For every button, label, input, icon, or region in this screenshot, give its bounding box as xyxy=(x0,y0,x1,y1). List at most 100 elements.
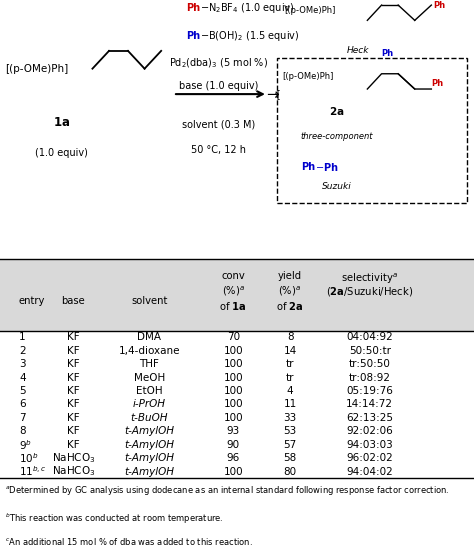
Text: $\mathbf{2a}$: $\mathbf{2a}$ xyxy=(329,105,344,117)
Text: $-$N$_2$BF$_4$ (1.0 equiv): $-$N$_2$BF$_4$ (1.0 equiv) xyxy=(200,1,294,15)
Text: 04:04:92: 04:04:92 xyxy=(346,332,393,342)
Text: $\mathbf{1a}$: $\mathbf{1a}$ xyxy=(53,116,70,129)
Text: Ph: Ph xyxy=(301,162,315,172)
Text: Ph: Ph xyxy=(434,1,446,10)
Text: 2: 2 xyxy=(19,345,26,356)
Text: MeOH: MeOH xyxy=(134,372,165,382)
Text: 8: 8 xyxy=(287,332,293,342)
Text: Ph: Ph xyxy=(381,49,393,58)
Text: 33: 33 xyxy=(283,413,297,423)
Text: $^{c}$An additional 15 mol % of dba was added to this reaction.: $^{c}$An additional 15 mol % of dba was … xyxy=(5,536,253,547)
Text: KF: KF xyxy=(67,399,80,409)
Text: solvent (0.3 M): solvent (0.3 M) xyxy=(182,120,255,130)
Text: $\rightarrow$: $\rightarrow$ xyxy=(264,87,281,102)
Text: Pd$_2$(dba)$_3$ (5 mol %): Pd$_2$(dba)$_3$ (5 mol %) xyxy=(169,57,269,70)
Text: 90: 90 xyxy=(227,440,240,449)
Text: 62:13:25: 62:13:25 xyxy=(346,413,393,423)
Text: (%)$^{a}$: (%)$^{a}$ xyxy=(278,285,302,298)
Text: base: base xyxy=(62,296,85,306)
Text: 93: 93 xyxy=(227,427,240,436)
Text: 6: 6 xyxy=(19,399,26,409)
Text: Ph: Ph xyxy=(431,79,444,88)
Text: 80: 80 xyxy=(283,467,297,477)
Text: $-$B(OH)$_2$ (1.5 equiv): $-$B(OH)$_2$ (1.5 equiv) xyxy=(200,29,300,42)
Text: 100: 100 xyxy=(223,372,243,382)
Text: 57: 57 xyxy=(283,440,297,449)
Text: three-component: three-component xyxy=(301,131,373,140)
Text: solvent: solvent xyxy=(131,296,167,306)
Text: DMA: DMA xyxy=(137,332,161,342)
Text: Ph: Ph xyxy=(186,3,200,13)
Text: NaHCO$_3$: NaHCO$_3$ xyxy=(52,451,95,465)
Text: t-AmylOH: t-AmylOH xyxy=(124,427,174,436)
Text: [(p-OMe)Ph]: [(p-OMe)Ph] xyxy=(282,72,333,81)
Text: 1,4-dioxane: 1,4-dioxane xyxy=(118,345,180,356)
Text: 96:02:02: 96:02:02 xyxy=(346,453,393,463)
Text: 5: 5 xyxy=(19,386,26,396)
Text: t-AmylOH: t-AmylOH xyxy=(124,467,174,477)
Text: 100: 100 xyxy=(223,359,243,369)
Text: 96: 96 xyxy=(227,453,240,463)
Text: 100: 100 xyxy=(223,345,243,356)
Text: (%)$^{a}$: (%)$^{a}$ xyxy=(221,285,245,298)
Text: 58: 58 xyxy=(283,453,297,463)
Text: ($\mathbf{2a}$/Suzuki/Heck): ($\mathbf{2a}$/Suzuki/Heck) xyxy=(326,285,413,298)
Text: 50 °C, 12 h: 50 °C, 12 h xyxy=(191,145,246,155)
Text: $^{a}$Determined by GC analysis using dodecane as an internal standard following: $^{a}$Determined by GC analysis using do… xyxy=(5,484,449,498)
Text: $-$Ph: $-$Ph xyxy=(315,160,339,173)
Text: 94:03:03: 94:03:03 xyxy=(346,440,393,449)
Text: KF: KF xyxy=(67,372,80,382)
Text: KF: KF xyxy=(67,345,80,356)
Text: entry: entry xyxy=(19,296,46,306)
Text: 14:14:72: 14:14:72 xyxy=(346,399,393,409)
Text: 4: 4 xyxy=(287,386,293,396)
Text: (1.0 equiv): (1.0 equiv) xyxy=(35,148,88,158)
Text: 3: 3 xyxy=(19,359,26,369)
Text: tr:50:50: tr:50:50 xyxy=(349,359,391,369)
Text: 100: 100 xyxy=(223,386,243,396)
Text: NaHCO$_3$: NaHCO$_3$ xyxy=(52,465,95,479)
Text: t-AmylOH: t-AmylOH xyxy=(124,440,174,449)
Text: 10$^{b}$: 10$^{b}$ xyxy=(19,451,38,465)
Text: 4: 4 xyxy=(19,372,26,382)
Text: yield: yield xyxy=(278,271,302,281)
Text: of $\mathbf{1a}$: of $\mathbf{1a}$ xyxy=(219,300,247,312)
Text: 7: 7 xyxy=(19,413,26,423)
Text: KF: KF xyxy=(67,386,80,396)
Text: Suzuki: Suzuki xyxy=(322,182,351,191)
Text: KF: KF xyxy=(67,440,80,449)
Text: 14: 14 xyxy=(283,345,297,356)
Text: KF: KF xyxy=(67,332,80,342)
Text: 53: 53 xyxy=(283,427,297,436)
Text: KF: KF xyxy=(67,427,80,436)
Text: EtOH: EtOH xyxy=(136,386,163,396)
Text: i-PrOH: i-PrOH xyxy=(133,399,166,409)
Text: 05:19:76: 05:19:76 xyxy=(346,386,393,396)
Text: [(p-OMe)Ph]: [(p-OMe)Ph] xyxy=(284,6,336,15)
Text: Ph: Ph xyxy=(186,31,200,41)
Text: 9$^{b}$: 9$^{b}$ xyxy=(19,438,32,452)
Text: $^{b}$This reaction was conducted at room temperature.: $^{b}$This reaction was conducted at roo… xyxy=(5,512,223,526)
Text: 50:50:tr: 50:50:tr xyxy=(349,345,391,356)
Text: selectivity$^{a}$: selectivity$^{a}$ xyxy=(341,271,398,286)
Text: 11: 11 xyxy=(283,399,297,409)
Text: conv: conv xyxy=(221,271,245,281)
Text: t-AmylOH: t-AmylOH xyxy=(124,453,174,463)
Text: 100: 100 xyxy=(223,467,243,477)
Text: 1: 1 xyxy=(19,332,26,342)
Text: 70: 70 xyxy=(227,332,240,342)
Text: 100: 100 xyxy=(223,399,243,409)
Text: 100: 100 xyxy=(223,413,243,423)
Text: tr: tr xyxy=(286,372,294,382)
Bar xyxy=(0,259,474,330)
Text: [(p-OMe)Ph]: [(p-OMe)Ph] xyxy=(5,64,68,74)
Text: 94:04:02: 94:04:02 xyxy=(346,467,393,477)
Text: 92:02:06: 92:02:06 xyxy=(346,427,393,436)
Text: tr:08:92: tr:08:92 xyxy=(349,372,391,382)
Text: of $\mathbf{2a}$: of $\mathbf{2a}$ xyxy=(276,300,304,312)
Text: KF: KF xyxy=(67,359,80,369)
Text: 11$^{b,c}$: 11$^{b,c}$ xyxy=(19,465,46,479)
Text: :[: :[ xyxy=(274,89,282,99)
Text: tr: tr xyxy=(286,359,294,369)
Text: base (1.0 equiv): base (1.0 equiv) xyxy=(179,82,259,92)
